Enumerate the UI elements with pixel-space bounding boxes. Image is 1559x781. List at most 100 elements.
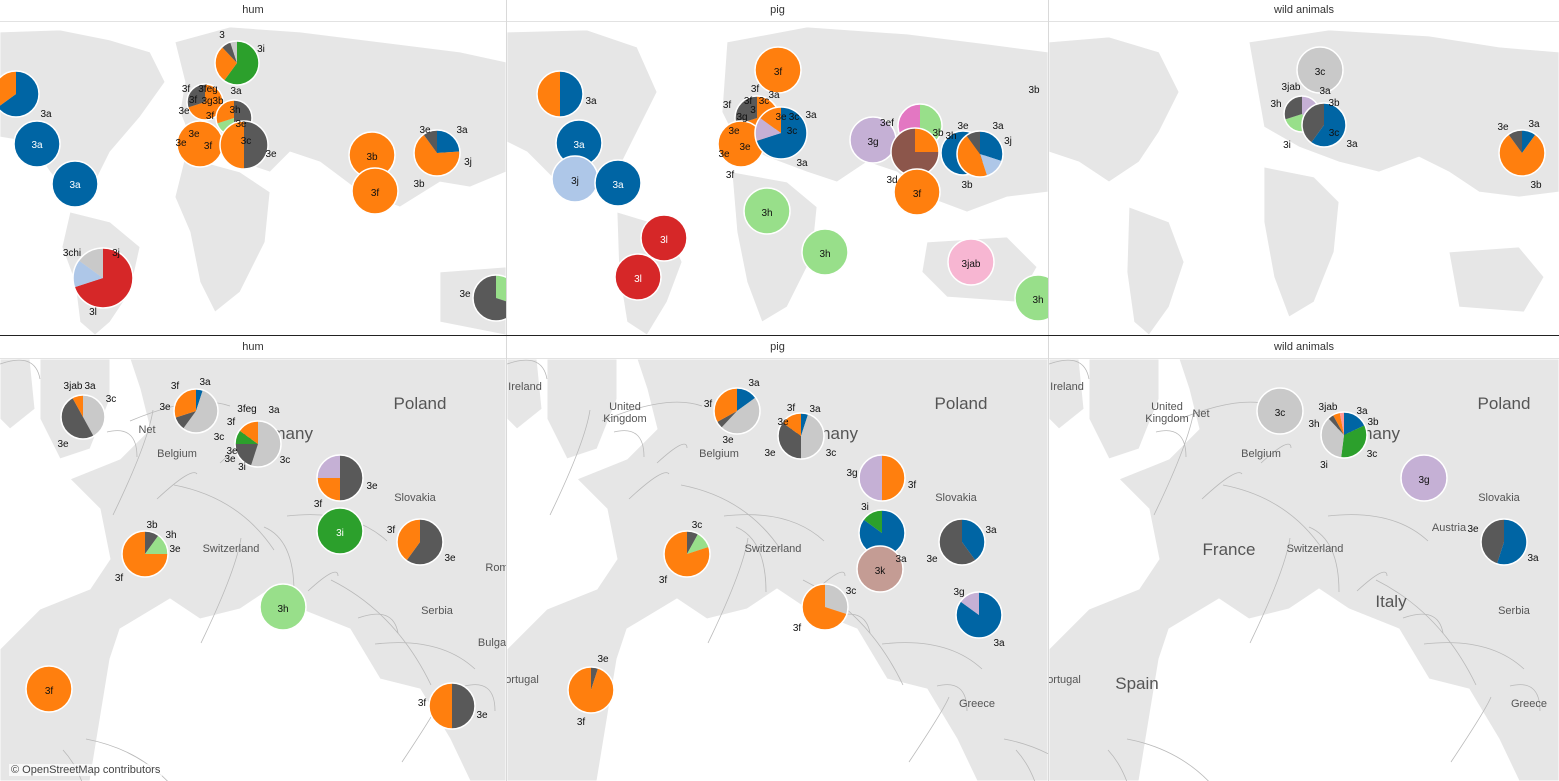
map-canvas[interactable]: IrelandUnitedKingdomPolandBelgiumGermany… bbox=[507, 359, 1048, 781]
pie-slice bbox=[317, 455, 340, 478]
pie-slice bbox=[756, 107, 807, 159]
genotype-pie[interactable] bbox=[594, 159, 642, 207]
genotype-pie[interactable] bbox=[713, 387, 761, 435]
genotype-label: 3 bbox=[750, 105, 756, 116]
genotype-label: 3i bbox=[257, 44, 265, 55]
map-attribution[interactable]: © OpenStreetMap contributors bbox=[9, 764, 163, 776]
genotype-pie[interactable] bbox=[947, 238, 995, 286]
genotype-pie[interactable] bbox=[1301, 102, 1347, 148]
place-label: Ireland bbox=[1050, 381, 1084, 393]
genotype-pie[interactable] bbox=[955, 591, 1003, 639]
genotype-pie[interactable] bbox=[640, 214, 688, 262]
genotype-label: 3jab bbox=[64, 381, 83, 392]
map-canvas[interactable]: PolandNetBelgiumGermanySwitzerlandSlovak… bbox=[0, 359, 506, 781]
genotype-label: 3h bbox=[819, 249, 830, 260]
genotype-label: 3f bbox=[913, 189, 922, 200]
genotype-label: 3e bbox=[1497, 122, 1509, 133]
genotype-label: 3b bbox=[212, 96, 224, 107]
genotype-pie[interactable] bbox=[1256, 387, 1304, 435]
genotype-pie[interactable] bbox=[13, 120, 61, 168]
genotype-pie[interactable] bbox=[72, 247, 134, 309]
genotype-pie[interactable] bbox=[1014, 274, 1048, 322]
genotype-label: 3c bbox=[1367, 449, 1378, 460]
genotype-pie[interactable] bbox=[858, 509, 906, 557]
place-label: Rom bbox=[485, 562, 506, 574]
genotype-label: 3c bbox=[241, 136, 252, 147]
genotype-pie[interactable] bbox=[121, 530, 169, 578]
panel-wild-animals-europe: wild animals Ireland United Kingdom Poland B… bbox=[1049, 337, 1559, 781]
map-canvas[interactable]: 3b 3a 3a 3j 3a 3f 3f 3a 3f 3f 3c 3 3g 3e 3c 3a 3e 3e 3e 3c 3… bbox=[507, 22, 1048, 335]
genotype-pie[interactable] bbox=[0, 70, 40, 118]
genotype-label: 3e bbox=[265, 149, 277, 160]
map-canvas[interactable]: 3c 3jab 3a 3h 3b 3c 3a 3i 3e 3a 3b bbox=[1049, 22, 1559, 335]
genotype-pie[interactable] bbox=[316, 507, 364, 555]
genotype-pie[interactable] bbox=[214, 40, 260, 86]
genotype-pie[interactable] bbox=[25, 665, 73, 713]
pie-slice bbox=[414, 134, 460, 176]
genotype-pie[interactable] bbox=[1400, 454, 1448, 502]
pie-slice bbox=[755, 47, 801, 93]
genotype-pie[interactable] bbox=[858, 454, 906, 502]
genotype-pie[interactable] bbox=[567, 666, 615, 714]
genotype-pie[interactable] bbox=[956, 130, 1004, 178]
genotype-label: 3i bbox=[1283, 140, 1291, 151]
genotype-label: 3b bbox=[366, 152, 378, 163]
genotype-pie[interactable] bbox=[856, 545, 904, 593]
pie-slice bbox=[396, 519, 420, 561]
pie-slice bbox=[340, 455, 363, 501]
genotype-label: 3 bbox=[219, 30, 225, 41]
genotype-pie[interactable] bbox=[754, 106, 808, 160]
genotype-pie[interactable] bbox=[351, 167, 399, 215]
genotype-label: 3h bbox=[277, 604, 288, 615]
genotype-pie[interactable] bbox=[413, 129, 461, 177]
pie-slice bbox=[980, 131, 1003, 162]
genotype-pie[interactable] bbox=[938, 518, 986, 566]
genotype-pie[interactable] bbox=[801, 228, 849, 276]
genotype-pie[interactable] bbox=[428, 682, 476, 730]
genotype-pie[interactable] bbox=[1480, 518, 1528, 566]
pie-slice bbox=[1344, 412, 1365, 435]
pie-slice bbox=[216, 100, 234, 124]
genotype-label: 3j bbox=[464, 157, 472, 168]
genotype-pie[interactable] bbox=[51, 160, 99, 208]
map-canvas[interactable]: 3a 3 3i 3f 3feg 3a 3e 3g 3b 3h 3e 3f 3a 3e 3j 3b 3chi 3j 3… bbox=[0, 22, 506, 335]
genotype-pie[interactable] bbox=[1296, 46, 1344, 94]
place-label: Belgium bbox=[157, 448, 197, 460]
genotype-pie[interactable] bbox=[614, 253, 662, 301]
genotype-pie[interactable] bbox=[893, 168, 941, 216]
pie-slice bbox=[591, 667, 599, 690]
genotype-pie[interactable] bbox=[316, 454, 364, 502]
row-divider bbox=[0, 335, 1559, 336]
genotype-pie[interactable] bbox=[663, 530, 711, 578]
pie-slice bbox=[145, 531, 159, 554]
genotype-pie[interactable] bbox=[536, 70, 584, 118]
pie-slice bbox=[687, 531, 699, 554]
genotype-pie[interactable] bbox=[777, 412, 825, 460]
genotype-pie[interactable] bbox=[259, 583, 307, 631]
genotype-pie[interactable] bbox=[743, 187, 791, 235]
map-canvas[interactable]: IrelandUnitedKingdomPolandBelgiumGermany… bbox=[1049, 359, 1559, 781]
place-label: Net bbox=[138, 424, 155, 436]
genotype-pie[interactable] bbox=[219, 120, 269, 170]
genotype-pie[interactable] bbox=[472, 274, 506, 322]
genotype-label: 3b bbox=[961, 180, 973, 191]
pie-slice bbox=[224, 41, 260, 85]
genotype-label: 3e bbox=[224, 454, 236, 465]
pie-slice bbox=[78, 248, 103, 278]
place-label: Serbia bbox=[421, 605, 454, 617]
genotype-pie[interactable] bbox=[890, 127, 940, 177]
genotype-pie[interactable] bbox=[754, 46, 802, 94]
genotype-pie[interactable] bbox=[60, 394, 106, 440]
genotype-pie[interactable] bbox=[173, 388, 219, 434]
genotype-pie[interactable] bbox=[801, 583, 849, 631]
genotype-pie[interactable] bbox=[1498, 129, 1546, 177]
genotype-pie[interactable] bbox=[1320, 411, 1368, 459]
genotype-label: 3jab bbox=[962, 259, 981, 270]
genotype-pie[interactable] bbox=[186, 83, 224, 121]
pie-slice bbox=[615, 254, 661, 300]
pie-slice bbox=[716, 411, 737, 428]
genotype-pie[interactable] bbox=[396, 518, 444, 566]
genotype-pie[interactable] bbox=[234, 420, 282, 468]
pie-slice bbox=[406, 519, 443, 565]
